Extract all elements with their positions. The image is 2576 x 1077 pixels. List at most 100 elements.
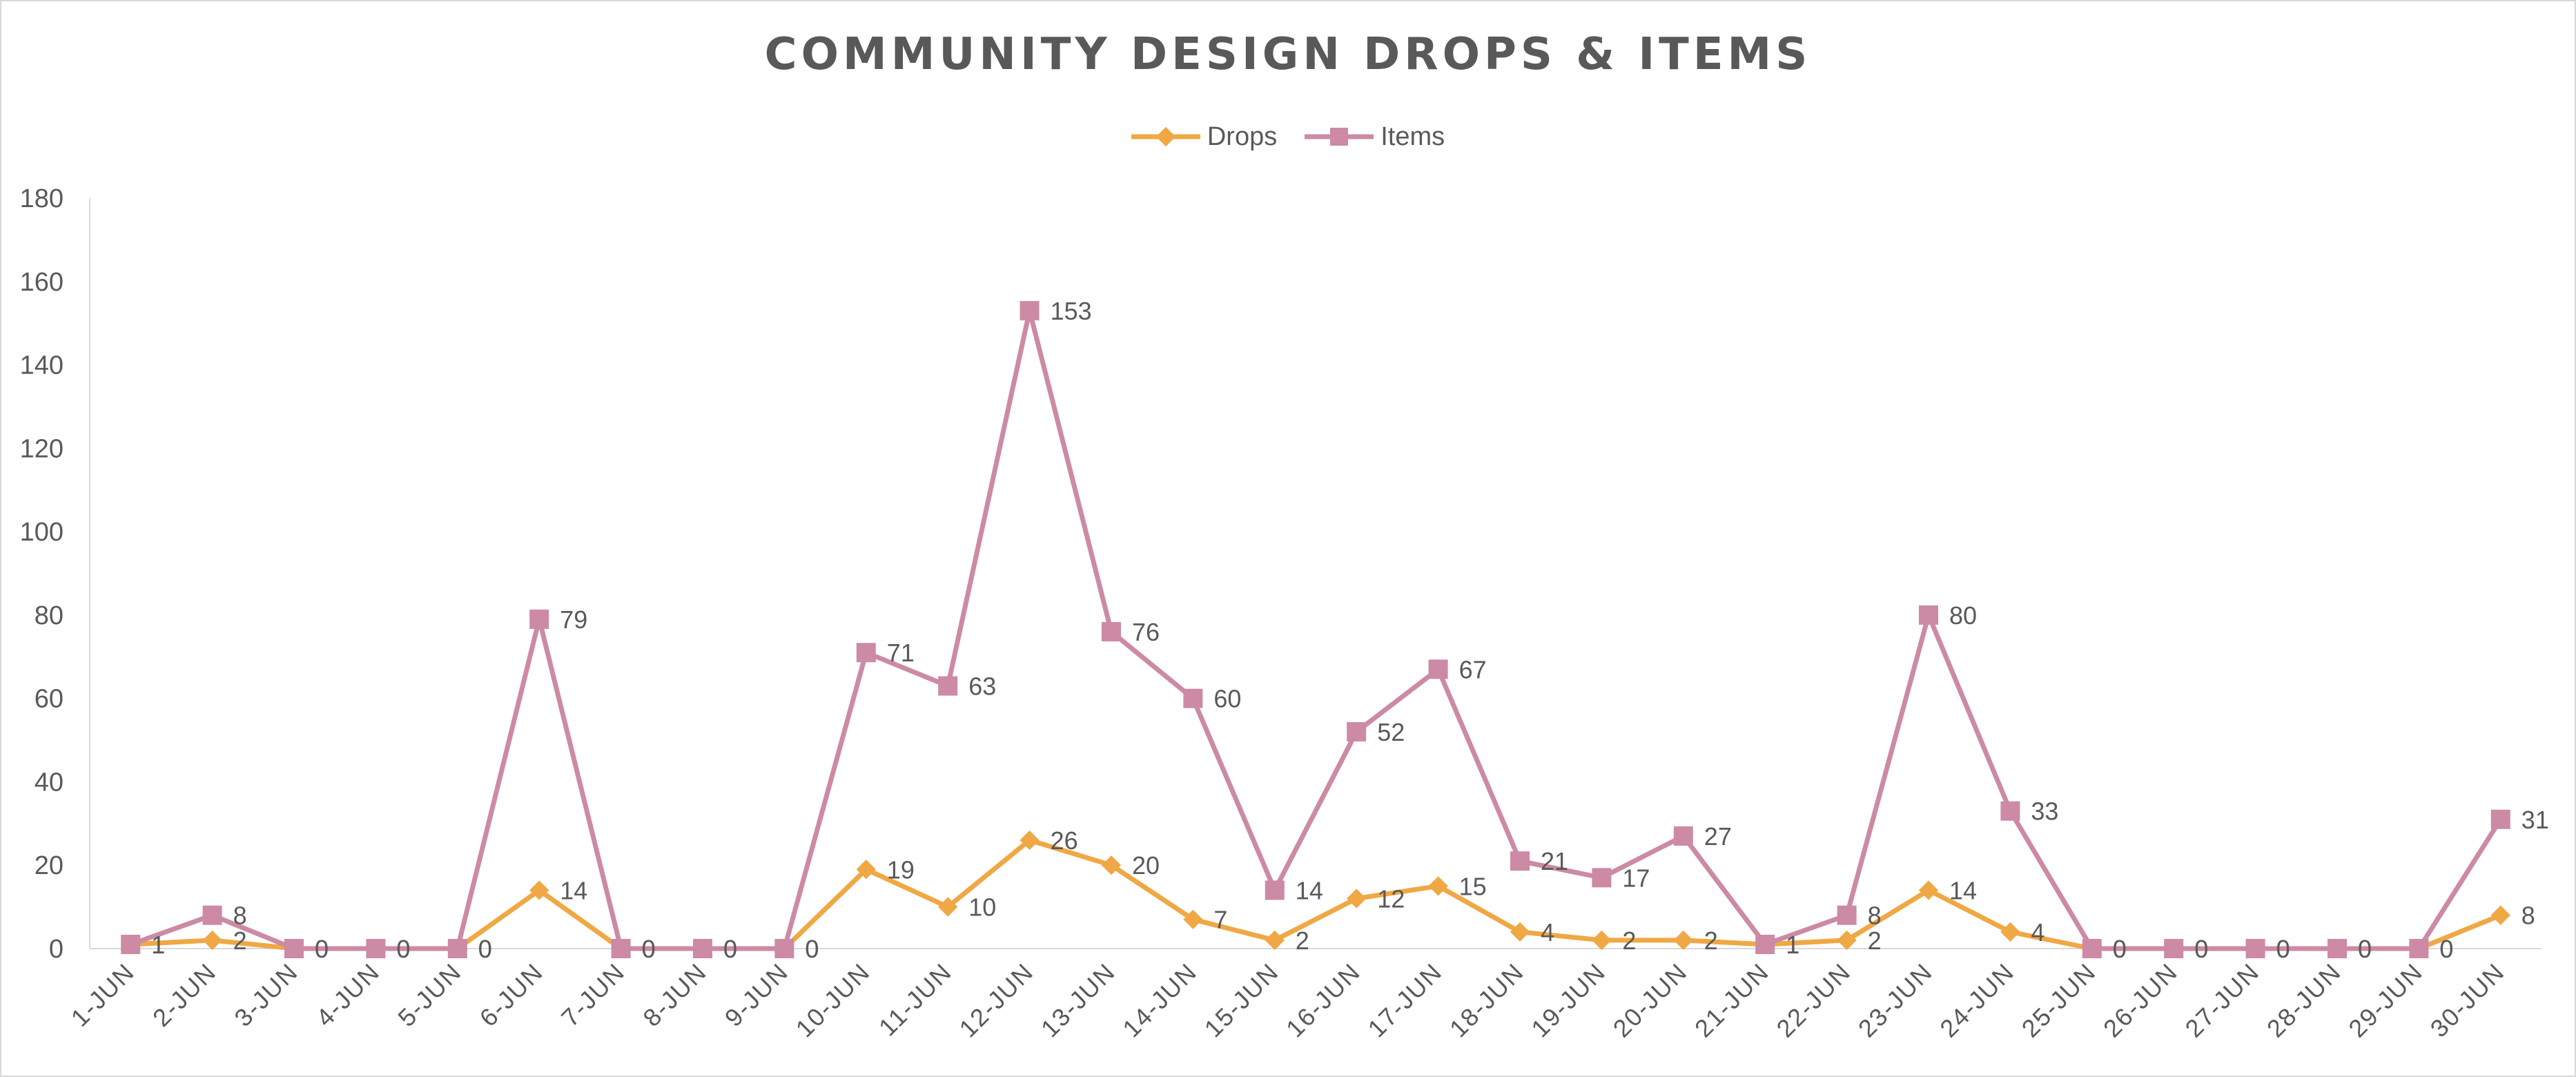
data-point-items (1102, 622, 1121, 642)
legend-label-drops: Drops (1207, 122, 1278, 151)
data-point-items (1919, 605, 1938, 625)
y-tick-label: 0 (49, 935, 64, 964)
data-label-drops: 7 (1213, 906, 1227, 934)
legend-label-items: Items (1380, 122, 1445, 151)
x-tick-label: 1-JUN (66, 958, 140, 1032)
data-point-drops (1592, 930, 1612, 951)
data-label-drops: 19 (887, 855, 915, 884)
data-point-items (2490, 809, 2510, 829)
x-tick-label: 10-JUN (790, 958, 876, 1043)
data-label-items: 0 (315, 935, 329, 963)
legend-drops-marker-icon (1131, 126, 1200, 147)
data-label-items: 67 (1459, 655, 1487, 683)
data-label-items: 63 (968, 672, 996, 701)
data-label-items: 0 (805, 935, 819, 963)
data-label-drops: 14 (560, 876, 587, 904)
x-tick-label: 12-JUN (953, 958, 1039, 1043)
data-point-drops (202, 930, 222, 951)
x-tick-label: 29-JUN (2343, 958, 2428, 1043)
data-label-items: 17 (1622, 864, 1650, 892)
data-point-items (1428, 659, 1448, 679)
data-point-items (2328, 939, 2347, 958)
data-point-items (1673, 826, 1693, 846)
data-point-items (1837, 905, 1857, 925)
x-tick-label: 16-JUN (1280, 958, 1366, 1043)
x-tick-label: 25-JUN (2016, 958, 2102, 1043)
data-label-drops: 0 (478, 935, 492, 963)
x-tick-label: 23-JUN (1853, 958, 1938, 1043)
x-tick-label: 14-JUN (1117, 958, 1202, 1043)
x-tick-label: 7-JUN (556, 958, 630, 1032)
y-tick-label: 180 (20, 184, 64, 213)
data-point-items (1755, 934, 1775, 954)
data-label-drops: 2 (1622, 926, 1636, 955)
legend-item-drops: Drops (1131, 122, 1277, 152)
data-label-drops: 12 (1377, 885, 1405, 913)
x-tick-label: 13-JUN (1035, 958, 1121, 1043)
data-label-items: 21 (1541, 847, 1568, 875)
data-label-drops: 0 (805, 935, 819, 963)
data-label-drops: 15 (1459, 872, 1487, 900)
data-label-drops: 4 (2031, 918, 2045, 947)
data-label-items: 31 (2521, 806, 2549, 834)
x-tick-label: 4-JUN (311, 958, 385, 1032)
x-tick-label: 2-JUN (147, 958, 222, 1032)
data-label-items: 0 (642, 935, 656, 963)
data-point-items (284, 939, 304, 958)
data-point-items (202, 905, 222, 925)
x-tick-label: 5-JUN (392, 958, 467, 1032)
series-line-items (128, 308, 2504, 951)
x-tick-label: 24-JUN (1934, 958, 2020, 1043)
data-point-items (447, 939, 467, 958)
data-label-drops: 14 (1949, 876, 1977, 904)
chart-title: COMMUNITY DESIGN DROPS & ITEMS (764, 29, 1812, 80)
data-label-drops: 8 (2521, 902, 2535, 930)
data-label-drops: 2 (1296, 926, 1309, 955)
data-label-items: 14 (1296, 876, 1323, 904)
data-point-items (529, 609, 549, 629)
data-label-drops: 2 (1704, 926, 1718, 955)
data-point-drops (1265, 930, 1285, 951)
data-point-drops (2000, 922, 2020, 942)
y-tick-label: 140 (20, 351, 64, 380)
x-tick-label: 8-JUN (637, 958, 712, 1032)
x-tick-label: 17-JUN (1362, 958, 1447, 1043)
y-tick-label: 160 (20, 268, 64, 297)
legend-items-marker-icon (1305, 128, 1374, 146)
data-point-drops (1347, 889, 1367, 909)
data-point-drops (1183, 909, 1203, 929)
legend-item-items: Items (1305, 122, 1445, 152)
y-tick-label: 120 (20, 434, 64, 463)
data-point-items (1183, 688, 1203, 708)
data-label-items: 0 (2276, 935, 2290, 963)
data-label-drops: 2 (1868, 926, 1882, 955)
data-label-items: 27 (1704, 822, 1732, 851)
x-tick-label: 6-JUN (474, 958, 549, 1032)
data-label-items: 0 (2358, 935, 2372, 963)
y-tick-label: 80 (35, 601, 64, 630)
data-label-items: 0 (723, 935, 737, 963)
x-tick-label: 21-JUN (1689, 958, 1775, 1043)
data-point-items (611, 939, 631, 958)
data-point-items (121, 934, 141, 954)
data-point-items (2082, 939, 2102, 958)
data-label-items: 52 (1377, 718, 1405, 746)
data-point-drops (856, 860, 876, 880)
data-label-items: 60 (1213, 685, 1241, 713)
x-tick-label: 19-JUN (1525, 958, 1611, 1043)
y-tick-label: 40 (35, 768, 64, 797)
data-label-drops: 20 (1132, 851, 1160, 880)
data-point-items (938, 676, 958, 696)
x-tick-label: 3-JUN (228, 958, 303, 1032)
data-label-items: 1 (1786, 931, 1799, 959)
x-tick-label: 27-JUN (2179, 958, 2265, 1043)
x-tick-label: 18-JUN (1444, 958, 1530, 1043)
data-label-items: 0 (2113, 935, 2127, 963)
data-point-items (2164, 939, 2184, 958)
data-point-items (774, 939, 794, 958)
data-point-items (693, 939, 712, 958)
data-point-drops (529, 880, 549, 900)
x-tick-label: 15-JUN (1199, 958, 1285, 1043)
